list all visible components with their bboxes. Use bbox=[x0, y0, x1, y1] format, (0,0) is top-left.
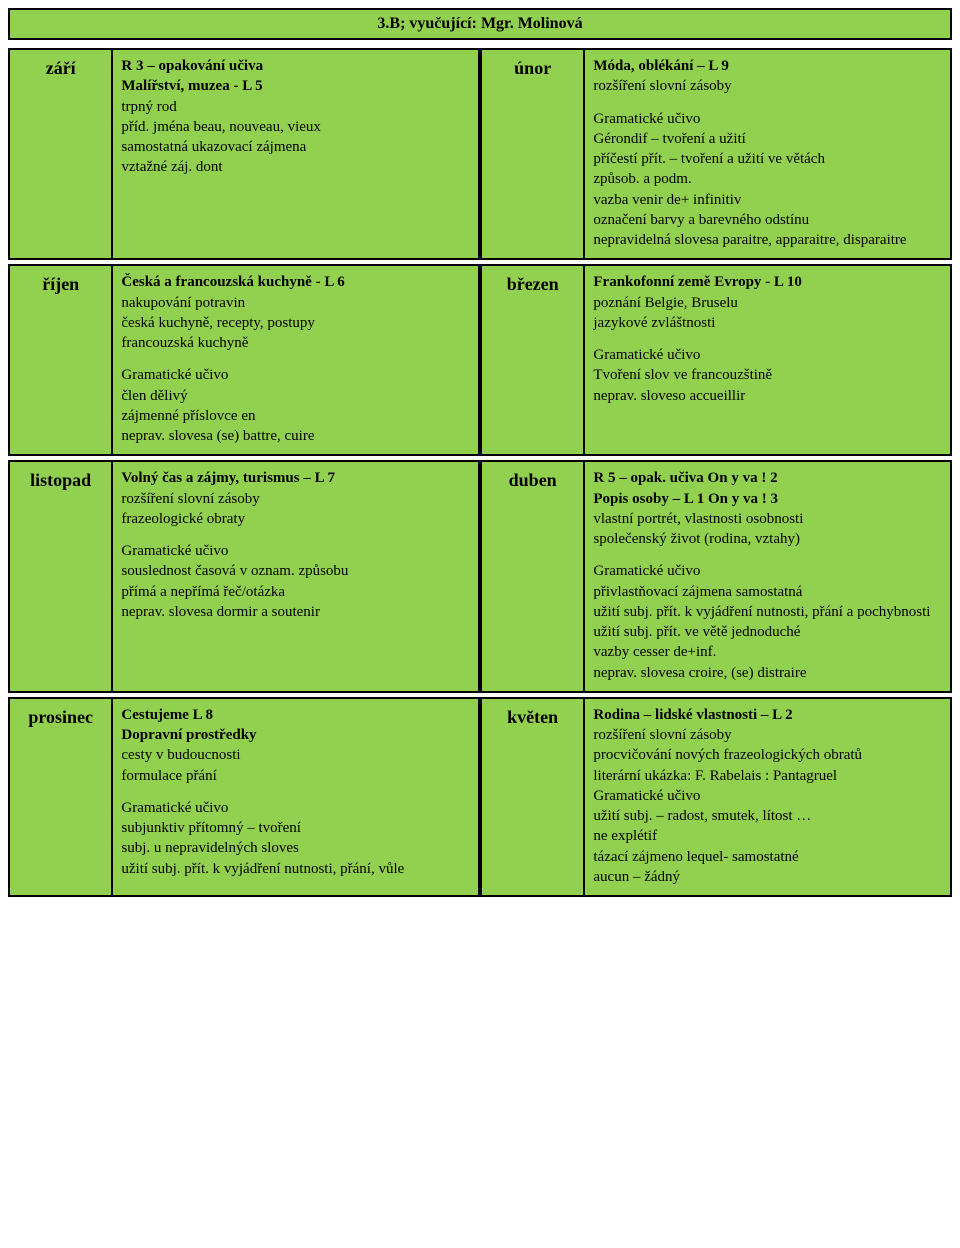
content-line: užití subj. přít. ve větě jednoduché bbox=[593, 622, 942, 642]
content-line: nakupování potravin bbox=[121, 293, 470, 313]
month-cell-right: duben bbox=[481, 461, 584, 692]
content-line: užití subj. přít. k vyjádření nutnosti, … bbox=[121, 859, 470, 879]
content-cell-left: Cestujeme L 8Dopravní prostředkycesty v … bbox=[112, 698, 479, 896]
content-line: neprav. sloveso accueillir bbox=[593, 386, 942, 406]
content-line: způsob. a podm. bbox=[593, 169, 942, 189]
month-cell-left: říjen bbox=[9, 265, 112, 455]
content-line: užití subj. – radost, smutek, lítost … bbox=[593, 806, 942, 826]
content-line: Gramatické učivo bbox=[593, 561, 942, 581]
content-line: Cestujeme L 8 bbox=[121, 705, 470, 725]
content-line: rozšíření slovní zásoby bbox=[121, 489, 470, 509]
content-line: česká kuchyně, recepty, postupy bbox=[121, 313, 470, 333]
content-line: francouzská kuchyně bbox=[121, 333, 470, 353]
content-line: Gramatické učivo bbox=[121, 798, 470, 818]
content-line: Gramatické učivo bbox=[121, 541, 470, 561]
content-line: Volný čas a zájmy, turismus – L 7 bbox=[121, 468, 470, 488]
content-line: Gérondif – tvoření a užití bbox=[593, 129, 942, 149]
content-line: nepravidelná slovesa paraitre, apparaitr… bbox=[593, 230, 942, 250]
content-line: Gramatické učivo bbox=[593, 786, 942, 806]
content-line: Frankofonní země Evropy - L 10 bbox=[593, 272, 942, 292]
content-line: frazeologické obraty bbox=[121, 509, 470, 529]
content-line: neprav. slovesa (se) battre, cuire bbox=[121, 426, 470, 446]
content-line: vztažné záj. dont bbox=[121, 157, 470, 177]
table-row: říjenČeská a francouzská kuchyně - L 6na… bbox=[9, 265, 951, 455]
content-line: člen dělivý bbox=[121, 386, 470, 406]
month-cell-left: listopad bbox=[9, 461, 112, 692]
content-line: vazba venir de+ infinitiv bbox=[593, 190, 942, 210]
month-cell-left: prosinec bbox=[9, 698, 112, 896]
content-line: jazykové zvláštnosti bbox=[593, 313, 942, 333]
content-line: Rodina – lidské vlastnosti – L 2 bbox=[593, 705, 942, 725]
content-line: literární ukázka: F. Rabelais : Pantagru… bbox=[593, 766, 942, 786]
content-line: poznání Belgie, Bruselu bbox=[593, 293, 942, 313]
content-line: příčestí přít. – tvoření a užití ve větá… bbox=[593, 149, 942, 169]
content-line: užití subj. přít. k vyjádření nutnosti, … bbox=[593, 602, 942, 622]
content-line: souslednost časová v oznam. způsobu bbox=[121, 561, 470, 581]
content-line: samostatná ukazovací zájmena bbox=[121, 137, 470, 157]
content-cell-left: Česká a francouzská kuchyně - L 6nakupov… bbox=[112, 265, 479, 455]
month-cell-right: únor bbox=[481, 49, 584, 259]
content-line: rozšíření slovní zásoby bbox=[593, 76, 942, 96]
content-line: Malířství, muzea - L 5 bbox=[121, 76, 470, 96]
content-line: R 5 – opak. učiva On y va ! 2 bbox=[593, 468, 942, 488]
content-line: příd. jména beau, nouveau, vieux bbox=[121, 117, 470, 137]
content-cell-left: R 3 – opakování učivaMalířství, muzea - … bbox=[112, 49, 479, 259]
content-line: ne explétif bbox=[593, 826, 942, 846]
schedule-table: záříR 3 – opakování učivaMalířství, muze… bbox=[8, 48, 952, 897]
content-line: Dopravní prostředky bbox=[121, 725, 470, 745]
content-line: Popis osoby – L 1 On y va ! 3 bbox=[593, 489, 942, 509]
content-line: Gramatické učivo bbox=[593, 109, 942, 129]
content-line: Móda, oblékání – L 9 bbox=[593, 56, 942, 76]
content-line: cesty v budoucnosti bbox=[121, 745, 470, 765]
content-line: trpný rod bbox=[121, 97, 470, 117]
content-line: zájmenné příslovce en bbox=[121, 406, 470, 426]
table-row: listopadVolný čas a zájmy, turismus – L … bbox=[9, 461, 951, 692]
month-cell-right: květen bbox=[481, 698, 584, 896]
content-line: vlastní portrét, vlastnosti osobnosti bbox=[593, 509, 942, 529]
content-cell-left: Volný čas a zájmy, turismus – L 7rozšíře… bbox=[112, 461, 479, 692]
table-row: prosinecCestujeme L 8Dopravní prostředky… bbox=[9, 698, 951, 896]
content-line: neprav. slovesa dormir a soutenir bbox=[121, 602, 470, 622]
content-line: Tvoření slov ve francouzštině bbox=[593, 365, 942, 385]
content-line: procvičování nových frazeologických obra… bbox=[593, 745, 942, 765]
content-line: společenský život (rodina, vztahy) bbox=[593, 529, 942, 549]
content-line: označení barvy a barevného odstínu bbox=[593, 210, 942, 230]
content-line: Česká a francouzská kuchyně - L 6 bbox=[121, 272, 470, 292]
content-line: subjunktiv přítomný – tvoření bbox=[121, 818, 470, 838]
content-line: R 3 – opakování učiva bbox=[121, 56, 470, 76]
table-row: záříR 3 – opakování učivaMalířství, muze… bbox=[9, 49, 951, 259]
content-cell-right: Móda, oblékání – L 9rozšíření slovní zás… bbox=[584, 49, 951, 259]
month-cell-right: březen bbox=[481, 265, 584, 455]
content-cell-right: R 5 – opak. učiva On y va ! 2Popis osoby… bbox=[584, 461, 951, 692]
content-line: přivlastňovací zájmena samostatná bbox=[593, 582, 942, 602]
page-title: 3.B; vyučující: Mgr. Molinová bbox=[8, 8, 952, 40]
content-line: vazby cesser de+inf. bbox=[593, 642, 942, 662]
content-line: rozšíření slovní zásoby bbox=[593, 725, 942, 745]
content-line: formulace přání bbox=[121, 766, 470, 786]
content-line: přímá a nepřímá řeč/otázka bbox=[121, 582, 470, 602]
content-line: tázací zájmeno lequel- samostatné bbox=[593, 847, 942, 867]
month-cell-left: září bbox=[9, 49, 112, 259]
content-cell-right: Rodina – lidské vlastnosti – L 2rozšířen… bbox=[584, 698, 951, 896]
content-line: Gramatické učivo bbox=[593, 345, 942, 365]
content-line: subj. u nepravidelných sloves bbox=[121, 838, 470, 858]
content-cell-right: Frankofonní země Evropy - L 10poznání Be… bbox=[584, 265, 951, 455]
content-line: aucun – žádný bbox=[593, 867, 942, 887]
content-line: Gramatické učivo bbox=[121, 365, 470, 385]
content-line: neprav. slovesa croire, (se) distraire bbox=[593, 663, 942, 683]
